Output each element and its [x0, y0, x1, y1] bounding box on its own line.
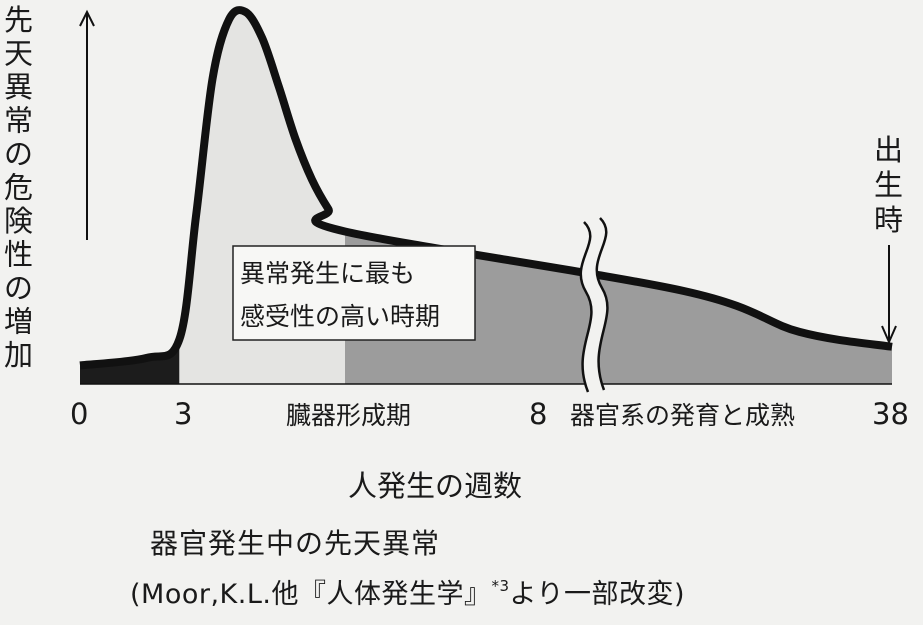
period-area-2 [345, 231, 893, 384]
period-label-maturation: 器官系の発育と成熟 [570, 401, 795, 430]
x-tick-label: 38 [872, 397, 909, 431]
birth-marker-label: 出生時 [874, 133, 903, 237]
x-tick-label: 3 [174, 397, 192, 431]
x-axis-label: 人発生の週数 [348, 469, 522, 503]
annotation-line-2: 感受性の高い時期 [240, 302, 440, 331]
axis-break-icon [579, 214, 609, 395]
y-axis-label: 先天異常の危険性の増加 [4, 3, 33, 372]
figure-source: (Moor,K.L.他『人体発生学』*3より一部改変) [130, 572, 685, 611]
figure-caption: 器官発生中の先天異常 [150, 527, 441, 560]
x-tick-label: 8 [529, 397, 547, 431]
annotation-box [232, 245, 476, 341]
source-note: *3 [491, 577, 510, 595]
annotation-line-1: 異常発生に最も [240, 259, 415, 288]
x-tick-labels: 0 3 8 38 [70, 397, 909, 431]
source-prefix: (Moor,K.L.他『人体発生学』 [130, 579, 492, 610]
x-tick-label: 0 [70, 397, 88, 431]
period-label-organogenesis: 臓器形成期 [286, 401, 411, 430]
risk-curve [79, 6, 893, 370]
birth-arrowhead-icon [881, 325, 897, 345]
y-axis-arrowhead-icon [79, 9, 95, 27]
source-suffix: より一部改変) [509, 579, 686, 610]
